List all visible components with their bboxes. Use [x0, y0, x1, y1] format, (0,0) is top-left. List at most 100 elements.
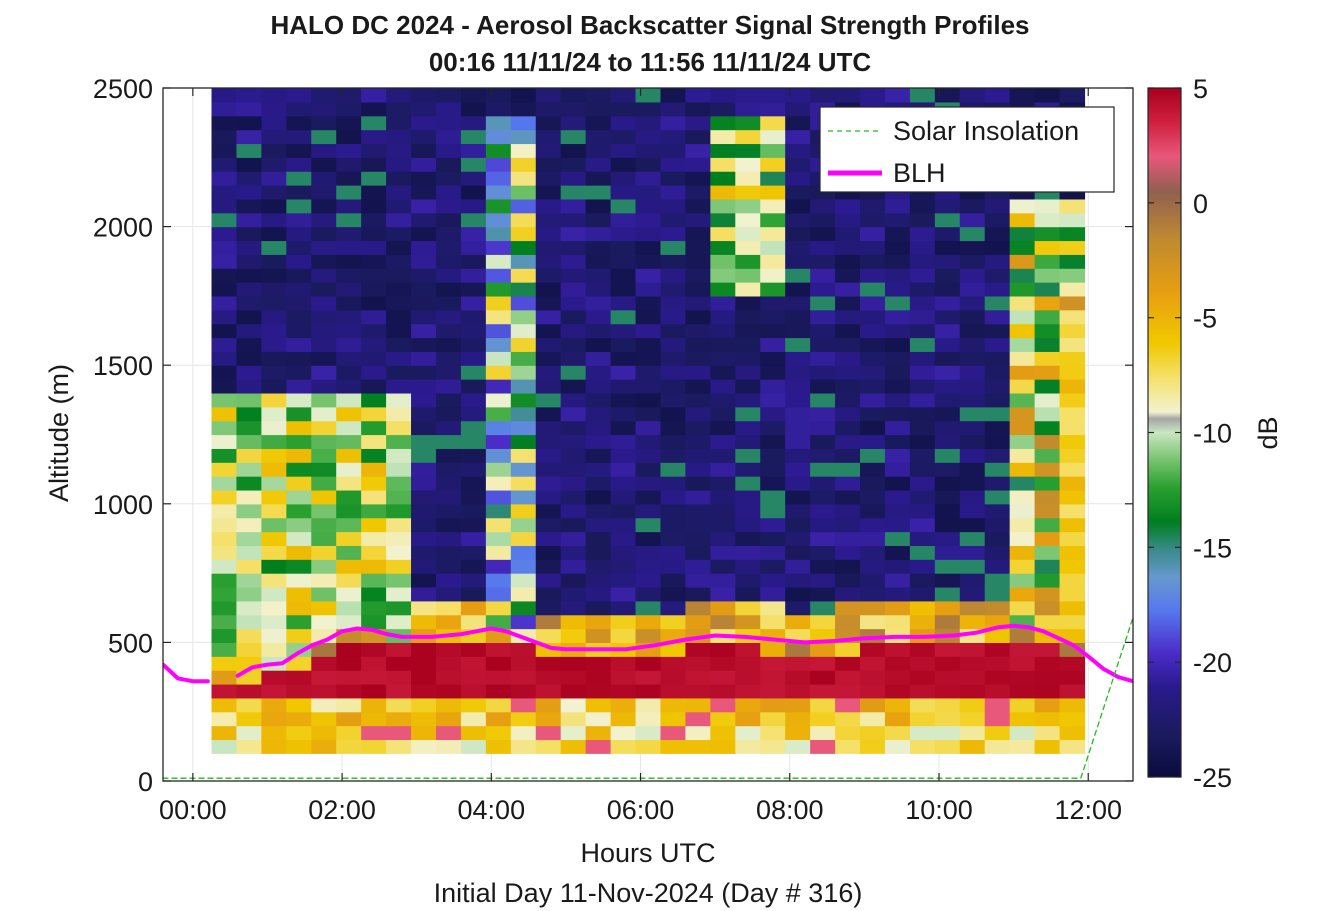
heatmap-cell	[485, 337, 512, 352]
heatmap-cell	[311, 212, 337, 228]
heatmap-cell	[361, 129, 387, 145]
heatmap-cell	[860, 379, 886, 394]
heatmap-cell	[760, 683, 786, 699]
heatmap-cell	[311, 254, 337, 269]
heatmap-cell	[735, 517, 761, 533]
series-line-solar-insolation	[163, 616, 1133, 779]
heatmap-cell	[211, 517, 238, 533]
heatmap-cell	[635, 212, 662, 228]
heatmap-cell	[261, 503, 287, 519]
heatmap-cell	[610, 254, 637, 269]
heatmap-cell	[560, 683, 587, 699]
heatmap-cell	[1059, 628, 1086, 643]
heatmap-cell	[934, 683, 961, 699]
heatmap-cell	[785, 392, 811, 408]
heatmap-cell	[585, 323, 612, 339]
heatmap-cell	[386, 406, 412, 422]
heatmap-cell	[460, 379, 487, 394]
heatmap-cell	[510, 725, 537, 741]
heatmap-cell	[311, 739, 337, 754]
heatmap-cell	[411, 517, 437, 533]
x-tick-label: 12:00	[1054, 795, 1122, 825]
chart-subtitle: 00:16 11/11/24 to 11:56 11/11/24 UTC	[428, 47, 872, 77]
heatmap-cell	[386, 171, 412, 186]
heatmap-cell	[336, 573, 362, 588]
heatmap-cell	[909, 379, 936, 394]
heatmap-cell	[361, 226, 387, 242]
heatmap-cell	[685, 254, 711, 269]
heatmap-cell	[460, 642, 487, 657]
heatmap-cell	[610, 462, 637, 477]
heatmap-cell	[934, 559, 961, 574]
heatmap-cell	[810, 254, 836, 269]
heatmap-cell	[660, 282, 687, 297]
heatmap-cell	[735, 545, 761, 560]
heatmap-cell	[211, 434, 238, 449]
heatmap-cell	[785, 476, 811, 491]
heatmap-cell	[1059, 254, 1086, 269]
heatmap-cell	[1059, 392, 1086, 408]
heatmap-cell	[710, 185, 736, 200]
heatmap-cell	[1034, 573, 1061, 588]
legend-solar-label: Solar Insolation	[893, 116, 1079, 146]
heatmap-cell	[560, 697, 587, 713]
heatmap-cell	[934, 198, 961, 214]
heatmap-cell	[386, 379, 412, 394]
heatmap-cell	[585, 670, 612, 685]
heatmap-cell	[510, 101, 537, 117]
heatmap-cell	[411, 545, 437, 560]
heatmap-cell	[635, 503, 662, 519]
heatmap-cell	[735, 365, 761, 380]
heatmap-cell	[1059, 351, 1086, 366]
heatmap-cell	[835, 337, 861, 352]
heatmap-cell	[710, 171, 736, 186]
heatmap-cell	[286, 448, 312, 463]
heatmap-cell	[535, 406, 562, 422]
heatmap-cell	[710, 573, 736, 588]
heatmap-cell	[909, 489, 936, 505]
heatmap-cell	[909, 365, 936, 380]
heatmap-cell	[785, 489, 811, 505]
heatmap-cell	[286, 379, 312, 394]
heatmap-cell	[785, 379, 811, 394]
heatmap-cell	[959, 462, 986, 477]
heatmap-cell	[909, 309, 936, 325]
heatmap-cell	[785, 725, 811, 741]
heatmap-cell	[934, 517, 961, 533]
heatmap-cell	[336, 212, 362, 228]
heatmap-cell	[236, 448, 262, 463]
heatmap-cell	[286, 337, 312, 352]
heatmap-cell	[286, 586, 312, 602]
heatmap-cell	[934, 254, 961, 269]
heatmap-cell	[884, 573, 911, 588]
heatmap-cell	[635, 697, 662, 713]
heatmap-cell	[835, 739, 861, 754]
heatmap-cell	[685, 171, 711, 186]
heatmap-cell	[1009, 725, 1036, 741]
heatmap-cell	[635, 365, 662, 380]
heatmap-cell	[860, 295, 886, 311]
heatmap-cell	[810, 323, 836, 339]
heatmap-cell	[336, 365, 362, 380]
heatmap-cell	[735, 240, 761, 255]
heatmap-cell	[635, 462, 662, 477]
heatmap-cell	[286, 697, 312, 713]
colorbar-tick-label: -5	[1193, 304, 1217, 334]
heatmap-cell	[735, 586, 761, 602]
heatmap-cell	[934, 88, 961, 103]
heatmap-cell	[585, 628, 612, 643]
heatmap-cell	[959, 268, 986, 283]
heatmap-cell	[810, 517, 836, 533]
heatmap-cell	[710, 739, 736, 754]
heatmap-cell	[810, 448, 836, 463]
heatmap-cell	[361, 88, 387, 103]
heatmap-cell	[336, 559, 362, 574]
heatmap-cell	[386, 157, 412, 172]
heatmap-cell	[1009, 711, 1036, 727]
heatmap-cell	[984, 420, 1011, 436]
heatmap-cell	[535, 434, 562, 449]
heatmap-cell	[236, 268, 262, 283]
heatmap-cell	[510, 295, 537, 311]
heatmap-cell	[485, 226, 512, 242]
heatmap-cell	[435, 379, 462, 394]
